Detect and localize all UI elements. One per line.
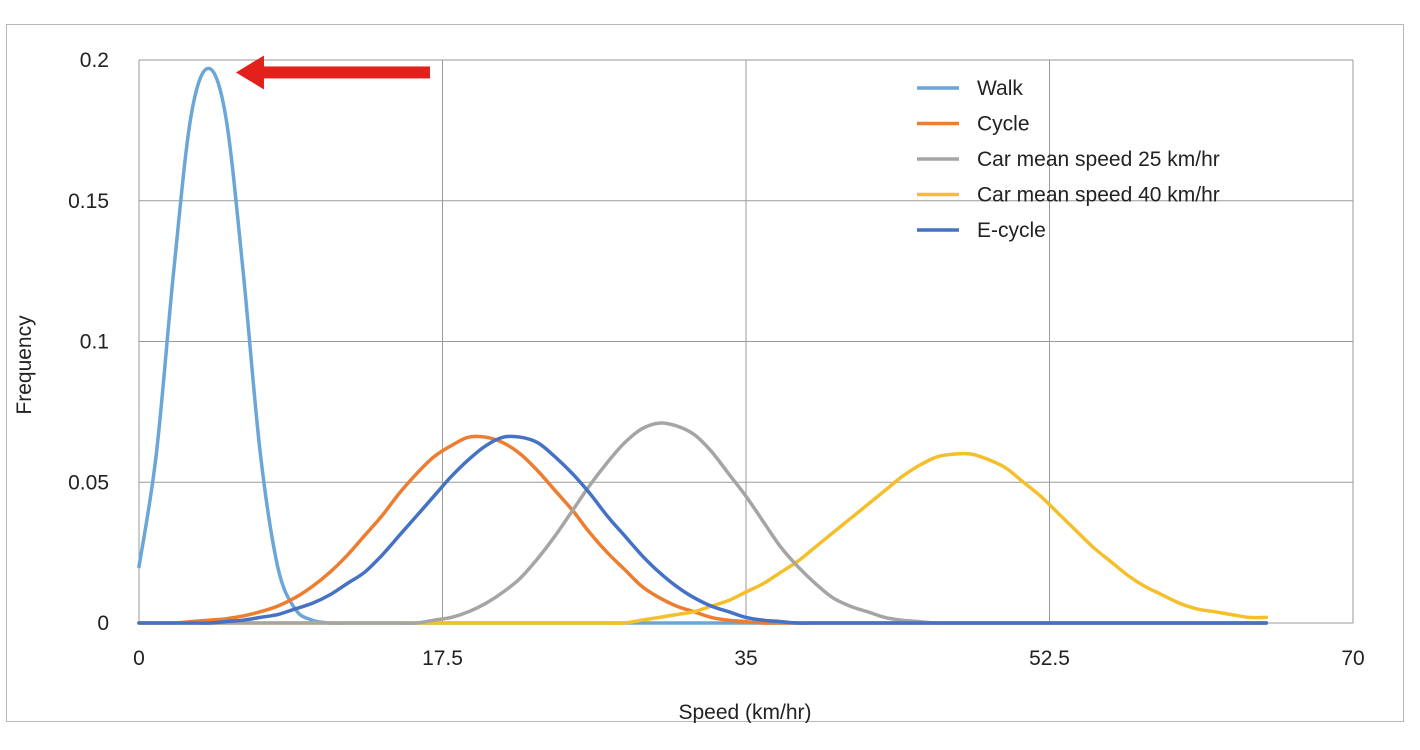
speed-frequency-chart: 0 0.05 0.1 0.15 0.2 0 17.5 35 52.5 70 Walk Cycle C…	[13, 49, 1365, 723]
series-line-cycle	[137, 434, 1269, 625]
arrow-shaft	[259, 66, 430, 79]
legend-entry: Cycle	[977, 113, 1030, 136]
y-tick-label: 0.1	[80, 331, 109, 354]
y-tick-label: 0	[97, 612, 109, 635]
legend-entry: Car mean speed 25 km/hr	[977, 148, 1220, 171]
series-lines	[137, 66, 1269, 625]
series-line-e-cycle	[137, 434, 1269, 625]
x-tick-labels: 0 17.5 35 52.5 70	[133, 647, 1365, 670]
y-tick-label: 0.2	[80, 49, 109, 72]
chart-frame: 0 0.05 0.1 0.15 0.2 0 17.5 35 52.5 70 Walk Cycle C…	[6, 24, 1404, 723]
grid	[138, 59, 1354, 624]
x-tick-label: 0	[133, 647, 145, 670]
y-axis-title: Frequency	[13, 315, 36, 415]
legend-entry: Car mean speed 40 km/hr	[977, 184, 1220, 207]
y-tick-labels: 0 0.05 0.1 0.15 0.2	[68, 49, 109, 635]
series-line-car-mean-speed-25-km-hr	[137, 421, 1269, 625]
legend: Walk Cycle Car mean speed 25 km/hr Car mean…	[917, 77, 1220, 242]
y-tick-label: 0.15	[68, 190, 109, 213]
series-line-car-mean-speed-40-km-hr	[137, 451, 1269, 625]
arrow-head	[235, 55, 264, 90]
x-tick-label: 52.5	[1029, 647, 1070, 670]
x-axis-title: Speed (km/hr)	[678, 701, 811, 723]
y-tick-label: 0.05	[68, 471, 109, 494]
x-tick-label: 35	[734, 647, 757, 670]
x-tick-label: 17.5	[422, 647, 463, 670]
legend-entry: E-cycle	[977, 219, 1046, 242]
legend-entry: Walk	[977, 77, 1023, 100]
x-tick-label: 70	[1341, 647, 1364, 670]
annotation-arrow	[235, 55, 430, 90]
